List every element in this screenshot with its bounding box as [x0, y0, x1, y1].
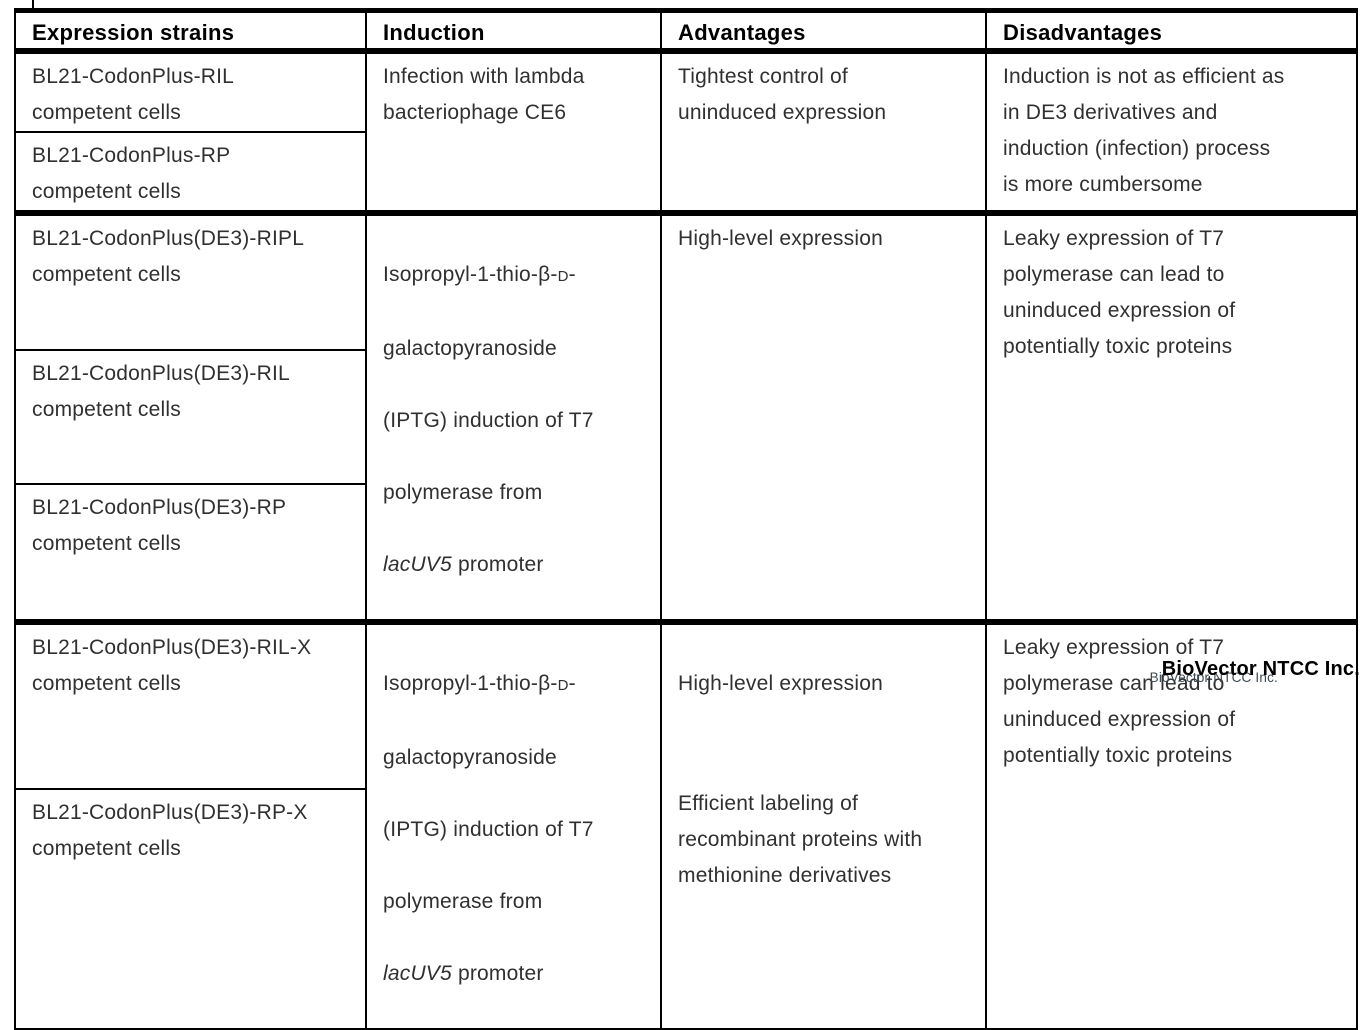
strain-cell: BL21-CodonPlus(DE3)-RP-X competent cells	[14, 788, 366, 1029]
table-row: BL21-CodonPlus-RIL competent cells Infec…	[14, 50, 1357, 213]
advantages-cell: High-level expression Efficient labeling…	[660, 621, 986, 1029]
advantage-paragraph: Efficient labeling of recombinant protei…	[678, 791, 923, 887]
header-disadvantages: Disadvantages	[985, 10, 1357, 51]
small-cap-d: D	[557, 676, 569, 694]
header-advantages: Advantages	[660, 10, 986, 51]
strain-cell: BL21-CodonPlus(DE3)-RIL competent cells	[14, 349, 366, 486]
advantage-paragraph: High-level expression	[678, 671, 883, 695]
advantages-cell: High-level expression	[660, 212, 986, 622]
advantages-cell: Tightest control of uninduced expression	[660, 50, 986, 213]
strain-cell: BL21-CodonPlus-RIL competent cells	[14, 50, 366, 133]
scan-artifact-tick	[32, 0, 34, 9]
induction-line: (IPTG) induction of T7	[383, 408, 594, 432]
strain-cell: BL21-CodonPlus(DE3)-RIPL competent cells	[14, 212, 366, 351]
induction-cell: Isopropyl-1-thio-β-D- galactopyranoside …	[365, 621, 661, 1029]
induction-line: lacUV5 promoter	[383, 552, 544, 576]
induction-line: galactopyranoside	[383, 336, 557, 360]
induction-line: Isopropyl-1-thio-β-D-	[383, 262, 576, 286]
table-row: BL21-CodonPlus(DE3)-RP competent cells	[14, 484, 1357, 622]
strain-cell: BL21-CodonPlus(DE3)-RP competent cells	[14, 484, 366, 622]
brand-watermark-bold: BioVector NTCC Inc.	[1161, 658, 1360, 680]
header-induction: Induction	[365, 10, 661, 51]
induction-line: galactopyranoside	[383, 745, 557, 769]
disadvantages-cell: Leaky expression of T7 polymerase can le…	[985, 212, 1357, 622]
table-row: BL21-CodonPlus(DE3)-RIPL competent cells…	[14, 212, 1357, 622]
strain-comparison-table: Expression strains Induction Advantages …	[14, 8, 1358, 1030]
brand-watermark-small: BioVector NTCC Inc.	[1149, 670, 1278, 685]
table-row: BL21-CodonPlus-RP competent cells	[14, 131, 1357, 213]
induction-line: polymerase from	[383, 480, 543, 504]
group-codonplus-de3: BL21-CodonPlus(DE3)-RIPL competent cells…	[14, 212, 1357, 622]
group-codonplus: BL21-CodonPlus-RIL competent cells Infec…	[14, 50, 1357, 213]
header-row: Expression strains Induction Advantages …	[14, 10, 1357, 51]
induction-cell: Infection with lambda bacteriophage CE6	[365, 50, 661, 213]
induction-line: polymerase from	[383, 889, 543, 913]
small-cap-d: D	[557, 267, 569, 285]
strain-cell: BL21-CodonPlus(DE3)-RIL-X competent cell…	[14, 621, 366, 790]
induction-line: Isopropyl-1-thio-β-D-	[383, 671, 576, 695]
lacuv5-italic: lacUV5	[383, 961, 452, 985]
header-expression-strains: Expression strains	[14, 10, 366, 51]
induction-cell: Isopropyl-1-thio-β-D- galactopyranoside …	[365, 212, 661, 622]
expression-strains-table: Expression strains Induction Advantages …	[14, 8, 1358, 1030]
strain-cell: BL21-CodonPlus-RP competent cells	[14, 131, 366, 213]
induction-line: lacUV5 promoter	[383, 961, 544, 985]
table-row: BL21-CodonPlus(DE3)-RIL-X competent cell…	[14, 621, 1357, 1029]
lacuv5-italic: lacUV5	[383, 552, 452, 576]
disadvantages-cell: Induction is not as efficient as in DE3 …	[985, 50, 1357, 213]
induction-line: (IPTG) induction of T7	[383, 817, 594, 841]
table-row: BL21-CodonPlus(DE3)-RIL competent cells	[14, 349, 1357, 486]
